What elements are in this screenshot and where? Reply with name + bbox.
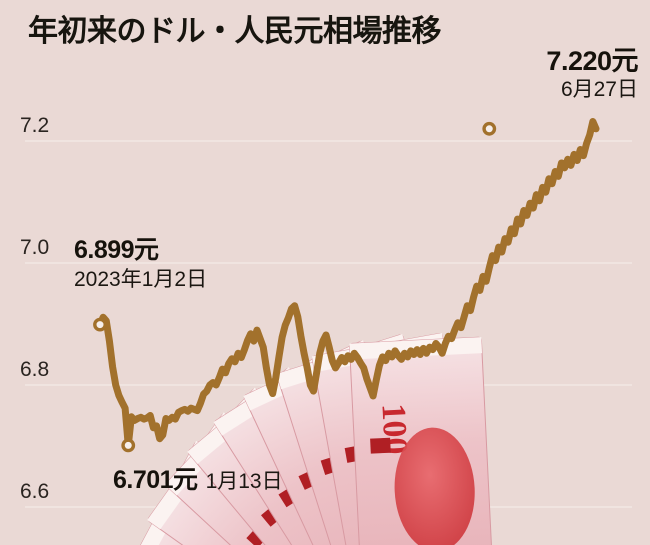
start-value: 6.899元 <box>74 236 159 264</box>
data-point-marker <box>121 438 136 453</box>
end-date: 6月27日 <box>560 78 638 101</box>
y-tick-label: 6.6 <box>20 480 50 503</box>
data-point-marker <box>93 317 107 332</box>
end-value-callout: 7.220元 6月27日 <box>546 46 638 103</box>
start-value-callout: 6.899元 2023年1月2日 <box>74 236 207 293</box>
data-point-marker <box>482 121 497 136</box>
y-tick-label: 6.8 <box>20 358 50 381</box>
page-title: 年初来のドル・人民元相場推移 <box>28 15 442 48</box>
low-date: 1月13日 <box>205 470 283 493</box>
end-value: 7.220元 <box>546 46 638 76</box>
usd-cny-line <box>96 117 600 449</box>
start-date: 2023年1月2日 <box>74 268 208 291</box>
low-value: 6.701元 <box>113 466 198 494</box>
low-value-callout: 6.701元 1月13日 <box>113 460 283 496</box>
y-tick-label: 7.2 <box>20 114 50 137</box>
y-tick-label: 7.0 <box>20 236 50 259</box>
